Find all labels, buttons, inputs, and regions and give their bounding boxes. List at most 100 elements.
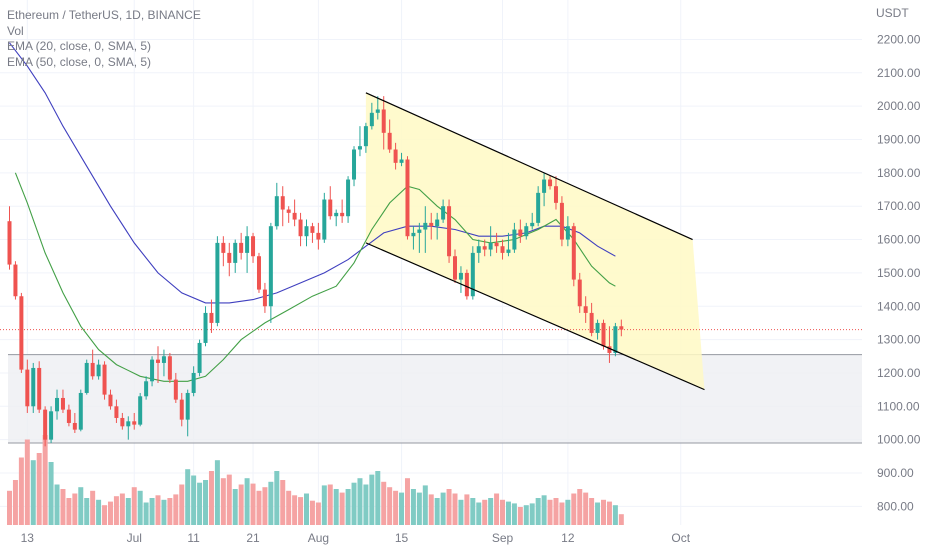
price-tick-label: 1800.00: [877, 166, 921, 180]
volume-bar: [345, 489, 351, 525]
price-tick-label: 1900.00: [877, 133, 921, 147]
candle-body: [548, 179, 553, 187]
price-axis[interactable]: 800.00 900.00 1000.00 1100.00 1200.00 1300.00…: [877, 32, 921, 513]
candle-body: [411, 232, 416, 237]
candle-body: [102, 364, 107, 395]
candle-body: [144, 381, 149, 397]
volume-bar: [446, 489, 452, 525]
candle-body: [132, 421, 137, 425]
channel-fill: [365, 92, 705, 390]
volume-bar: [256, 490, 262, 525]
candle-body: [239, 242, 244, 253]
volume-bar: [54, 484, 60, 525]
symbol-title[interactable]: Ethereum / TetherUS, 1D, BINANCE: [7, 8, 201, 22]
candle-body: [280, 196, 285, 210]
volume-bar: [131, 487, 137, 525]
volume-bar: [333, 489, 339, 525]
volume-bar: [559, 502, 565, 525]
volume-bar: [606, 501, 612, 525]
candle-body: [78, 392, 83, 430]
volume-bar: [161, 499, 167, 525]
volume-bar: [298, 497, 304, 525]
candle-body: [375, 109, 380, 113]
candle-body: [227, 252, 232, 263]
price-tick-label: 2100.00: [877, 66, 921, 80]
candle-body: [571, 226, 576, 280]
candle-body: [221, 242, 226, 253]
volume-bar: [262, 487, 268, 525]
candles[interactable]: [7, 96, 624, 447]
candle-body: [31, 367, 36, 407]
volume-bar: [250, 483, 256, 525]
candle-body: [595, 322, 600, 333]
volume-bar: [36, 453, 42, 525]
chart-zones: [0, 92, 862, 444]
volume-bar: [24, 439, 30, 525]
volume-bar: [410, 489, 416, 525]
price-tick-label: 1000.00: [877, 433, 921, 447]
candle-body: [524, 226, 529, 237]
trend-lines[interactable]: [365, 92, 705, 391]
candle-body: [55, 397, 60, 412]
volume-bar: [102, 505, 108, 525]
candle-body: [453, 256, 457, 280]
candle-body: [286, 209, 291, 213]
volume-bar: [203, 480, 209, 525]
volume-bar: [7, 490, 12, 525]
candle-body: [120, 417, 125, 427]
volume-bar: [214, 460, 220, 525]
indicator-ema20[interactable]: EMA (20, close, 0, SMA, 5): [7, 39, 152, 53]
volume-bar: [304, 493, 309, 525]
volume-bar: [517, 507, 523, 525]
time-tick-label: 12: [561, 531, 575, 545]
candle-body: [553, 186, 558, 203]
candle-body: [530, 222, 535, 227]
volume-bar: [339, 492, 345, 525]
volume-bar: [470, 498, 476, 525]
volume-bar: [494, 493, 500, 525]
candle-body: [150, 359, 155, 382]
candle-body: [393, 149, 398, 163]
candle-body: [209, 312, 214, 323]
volume-bar: [571, 493, 577, 525]
volume-bar: [60, 489, 66, 525]
volume-bar: [84, 498, 90, 525]
candle-body: [316, 232, 321, 240]
volume-bar: [363, 484, 369, 525]
volume-bar: [286, 490, 292, 525]
candle-body: [251, 236, 256, 257]
indicator-vol[interactable]: Vol: [7, 23, 24, 38]
candle-body: [161, 356, 166, 363]
candle-body: [274, 196, 279, 227]
volume-bar: [137, 490, 143, 525]
candle-body: [37, 367, 42, 410]
volume-bar: [458, 499, 464, 525]
candle-body: [340, 212, 345, 217]
time-tick-label: Aug: [308, 531, 329, 545]
candle-body: [464, 272, 469, 297]
volume-bar: [393, 490, 399, 525]
candle-body: [156, 359, 160, 363]
ema50-line: [9, 42, 616, 304]
volume-bar: [185, 469, 191, 525]
indicator-ema50[interactable]: EMA (50, close, 0, SMA, 5): [7, 54, 152, 69]
price-tick-label: 1300.00: [877, 333, 921, 347]
candle-body: [381, 109, 386, 133]
volume-bar: [191, 475, 197, 525]
candle-body: [304, 226, 309, 237]
price-tick-label: 800.00: [877, 499, 914, 513]
volume-bar: [309, 500, 315, 525]
candle-body: [310, 226, 315, 233]
volume-bar: [553, 498, 559, 525]
volume-bar: [244, 478, 250, 525]
volume-bar: [149, 498, 155, 525]
candle-body: [197, 342, 202, 373]
candle-body: [292, 212, 297, 220]
time-axis[interactable]: 13 Jul 11 21 Aug 15 Sep 12 Oct: [21, 531, 691, 545]
candle-body: [423, 222, 428, 230]
candle-body: [613, 326, 618, 353]
price-tick-label: 1100.00: [877, 399, 920, 413]
candle-body: [262, 289, 267, 307]
volume-bar: [565, 499, 571, 525]
